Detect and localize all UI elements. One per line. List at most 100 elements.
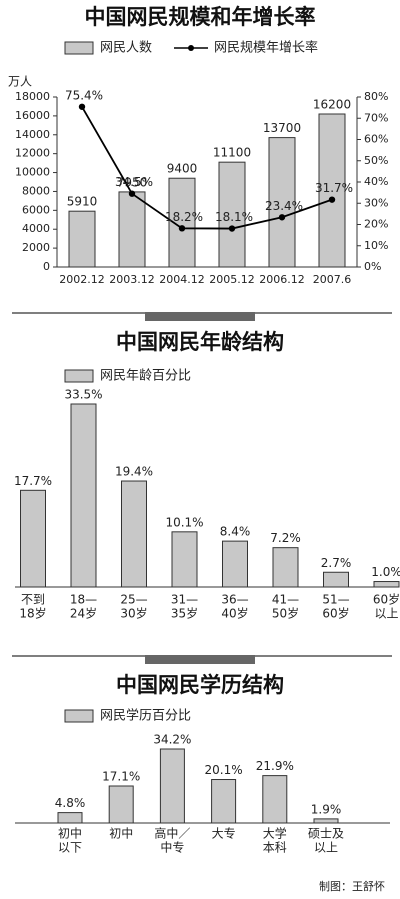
chart-title: 中国网民规模和年增长率 (85, 5, 316, 29)
y-tick-label: 0 (43, 260, 50, 273)
x-tick-label: 2004.12 (159, 273, 205, 286)
bar (218, 161, 246, 268)
value-label: 33.5% (64, 388, 102, 402)
separator-block (145, 655, 255, 664)
x-tick-label: 51— (322, 593, 349, 607)
y-tick-label: 18000 (15, 90, 50, 103)
x-tick-label: 18岁 (19, 606, 46, 621)
x-tick-label: 36— (221, 593, 248, 607)
chart-title: 中国网民年龄结构 (116, 330, 284, 354)
value-label: 17.7% (14, 474, 52, 488)
value-label: 21.9% (256, 759, 294, 773)
bar (171, 531, 198, 588)
bar (211, 779, 237, 824)
legend-swatch (64, 369, 94, 383)
y2-tick-label: 0% (364, 260, 381, 273)
value-label: 8.4% (220, 525, 251, 539)
line-point (228, 225, 236, 232)
x-tick-label: 25— (120, 593, 147, 607)
x-tick-label: 不到 (21, 593, 45, 607)
x-tick-label: 以上 (314, 841, 338, 855)
value-label: 16200 (313, 98, 351, 112)
bar (108, 785, 134, 824)
x-tick-label: 41— (272, 593, 299, 607)
value-label: 19.4% (115, 465, 153, 479)
x-tick-label: 初中 (109, 826, 133, 841)
x-tick-label: 35岁 (171, 606, 198, 621)
y2-tick-label: 50% (364, 154, 388, 167)
y-unit: 万人 (8, 75, 32, 89)
value-label: 5910 (67, 195, 98, 209)
bar (272, 547, 299, 588)
y-tick-label: 14000 (15, 128, 50, 141)
y2-tick-label: 80% (364, 90, 388, 103)
x-tick-label: 2006.12 (259, 273, 305, 286)
y-tick-label: 4000 (22, 222, 50, 235)
x-tick-label: 大学 (263, 826, 287, 841)
bar (323, 571, 349, 588)
y-tick-label: 6000 (22, 203, 50, 216)
y2-tick-label: 30% (364, 196, 388, 209)
x-tick-label: 24岁 (70, 606, 97, 621)
value-label: 18.2% (165, 210, 203, 224)
value-label: 2.7% (321, 556, 352, 570)
value-label: 1.0% (371, 565, 400, 579)
legend-swatch (64, 41, 94, 55)
bar (262, 775, 288, 824)
separator-block (145, 312, 255, 321)
value-label: 1.9% (311, 802, 342, 816)
legend-label: 网民年龄百分比 (100, 369, 191, 384)
y-tick-label: 16000 (15, 109, 50, 122)
value-label: 10.1% (165, 515, 203, 529)
value-label: 17.1% (102, 770, 140, 784)
value-label: 75.4% (65, 88, 103, 102)
y-tick-label: 8000 (22, 184, 50, 197)
x-tick-label: 60岁 (322, 606, 349, 621)
x-tick-label: 2002.12 (59, 273, 105, 286)
x-tick-label: 初中 (58, 826, 82, 841)
legend-dot (188, 45, 195, 51)
line-point (178, 225, 186, 232)
x-tick-label: 18— (70, 593, 97, 607)
line-point (128, 190, 136, 197)
x-tick-label: 本科 (263, 841, 287, 855)
y2-tick-label: 60% (364, 133, 388, 146)
x-tick-label: 高中／ (154, 826, 190, 841)
x-tick-label: 中专 (160, 840, 184, 855)
bar (70, 403, 97, 588)
bar (313, 818, 339, 824)
bar (57, 812, 83, 824)
x-tick-label: 50岁 (272, 606, 299, 621)
x-tick-label: 2007.6 (313, 273, 352, 286)
value-label: 20.1% (205, 763, 243, 777)
bar (222, 540, 248, 588)
y-tick-label: 10000 (15, 166, 50, 179)
value-label: 23.4% (265, 199, 303, 213)
x-tick-label: 2003.12 (109, 273, 155, 286)
value-label: 34.5% (115, 175, 153, 189)
y2-tick-label: 70% (364, 111, 388, 124)
x-tick-label: 硕士及 (308, 827, 344, 841)
legend-label: 网民规模年增长率 (214, 40, 318, 56)
bar (318, 113, 346, 268)
bar (20, 489, 46, 588)
bar (268, 137, 296, 268)
bar (68, 210, 96, 268)
bar (373, 581, 400, 588)
x-tick-label: 31— (171, 593, 198, 607)
value-label: 13700 (263, 121, 301, 135)
legend-swatch (64, 709, 94, 723)
value-label: 4.8% (55, 796, 86, 810)
y2-tick-label: 20% (364, 218, 388, 231)
bar (118, 191, 146, 268)
y-tick-label: 12000 (15, 147, 50, 160)
y2-tick-label: 10% (364, 239, 388, 252)
line-point (278, 214, 286, 221)
x-tick-label: 2005.12 (209, 273, 255, 286)
legend-label: 网民人数 (100, 41, 152, 56)
value-label: 18.1% (215, 210, 253, 224)
value-label: 31.7% (315, 181, 353, 195)
value-label: 7.2% (270, 531, 301, 545)
value-label: 9400 (167, 162, 198, 176)
